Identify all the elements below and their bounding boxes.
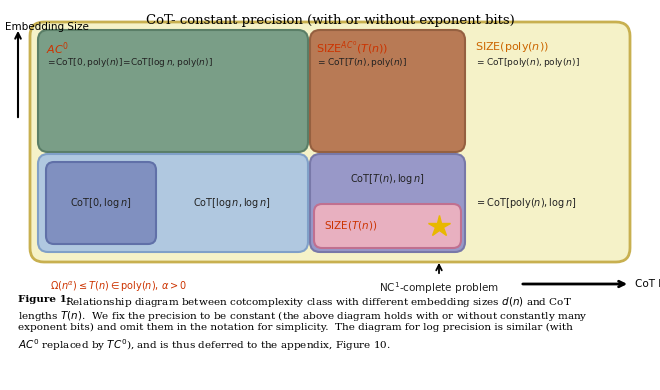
- FancyBboxPatch shape: [310, 154, 465, 252]
- FancyBboxPatch shape: [30, 22, 630, 262]
- Text: Figure 1:: Figure 1:: [18, 295, 71, 304]
- FancyBboxPatch shape: [38, 154, 308, 252]
- Text: $\mathrm{CoT}[\log n, \log n]$: $\mathrm{CoT}[\log n, \log n]$: [193, 196, 271, 210]
- Text: $AC^0$ replaced by $TC^0$), and is thus deferred to the appendix, Figure 10.: $AC^0$ replaced by $TC^0$), and is thus …: [18, 337, 391, 353]
- Text: $\Omega(n^\alpha) \leq T(n) \in \mathrm{poly}(n),\, \alpha > 0$: $\Omega(n^\alpha) \leq T(n) \in \mathrm{…: [50, 280, 187, 294]
- Text: $=\mathrm{CoT}[\mathrm{poly}(n), \mathrm{poly}(n)]$: $=\mathrm{CoT}[\mathrm{poly}(n), \mathrm…: [475, 56, 579, 69]
- FancyBboxPatch shape: [46, 162, 156, 244]
- Text: $\mathrm{CoT}[T(n), \log n]$: $\mathrm{CoT}[T(n), \log n]$: [350, 172, 425, 186]
- Text: $AC^0$: $AC^0$: [46, 40, 69, 57]
- Text: $=\!\mathrm{CoT}[0,\mathrm{poly}(n)]\!=\!\mathrm{CoT}[\log n, \mathrm{poly}(n)]$: $=\!\mathrm{CoT}[0,\mathrm{poly}(n)]\!=\…: [46, 56, 213, 69]
- FancyBboxPatch shape: [38, 30, 308, 152]
- FancyBboxPatch shape: [314, 204, 461, 248]
- Text: Embedding Size: Embedding Size: [5, 22, 89, 32]
- Text: Relationship diagram between cotcomplexity class with different embedding sizes : Relationship diagram between cotcomplexi…: [65, 295, 572, 309]
- Text: $=\mathrm{CoT}[T(n), \mathrm{poly}(n)]$: $=\mathrm{CoT}[T(n), \mathrm{poly}(n)]$: [316, 56, 407, 69]
- Text: CoT- constant precision (with or without exponent bits): CoT- constant precision (with or without…: [146, 14, 514, 27]
- Text: CoT Length: CoT Length: [635, 279, 660, 289]
- Text: $\mathrm{SIZE}^{AC^0}(T(n))$: $\mathrm{SIZE}^{AC^0}(T(n))$: [316, 40, 389, 56]
- Text: $\mathrm{SIZE}(T(n))$: $\mathrm{SIZE}(T(n))$: [324, 220, 378, 232]
- Text: NC$^1$-complete problem: NC$^1$-complete problem: [379, 280, 499, 296]
- Text: $\mathrm{SIZE}(\mathrm{poly}(n))$: $\mathrm{SIZE}(\mathrm{poly}(n))$: [475, 40, 549, 54]
- Text: $\mathrm{CoT}[0, \log n]$: $\mathrm{CoT}[0, \log n]$: [71, 196, 132, 210]
- FancyBboxPatch shape: [310, 30, 465, 152]
- Text: $= \mathrm{CoT}[\mathrm{poly}(n), \log n]$: $= \mathrm{CoT}[\mathrm{poly}(n), \log n…: [475, 196, 577, 210]
- Text: lengths $T(n)$.  We fix the precision to be constant (the above diagram holds wi: lengths $T(n)$. We fix the precision to …: [18, 309, 588, 323]
- Text: exponent bits) and omit them in the notation for simplicity.  The diagram for lo: exponent bits) and omit them in the nota…: [18, 323, 573, 332]
